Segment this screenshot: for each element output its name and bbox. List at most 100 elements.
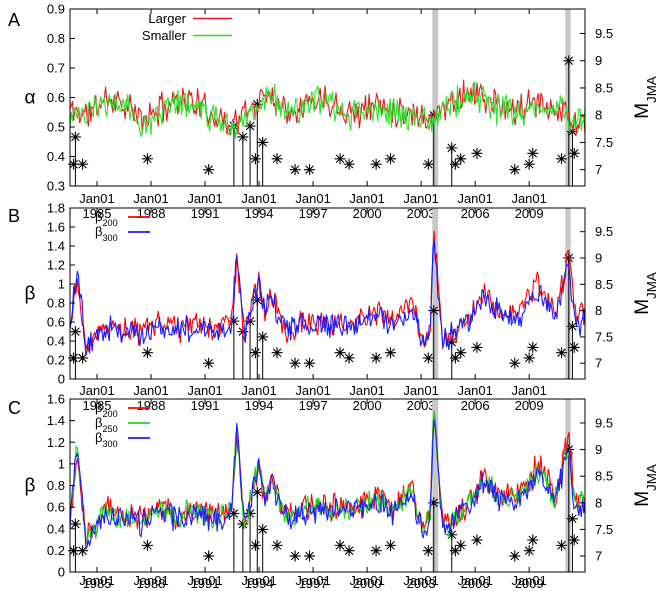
- x-tick-label-top: Jan01: [187, 191, 222, 206]
- x-tick-label-top: Jan01: [403, 383, 438, 398]
- x-tick-label-bottom: 2006: [461, 206, 490, 221]
- earthquake-marker: [77, 158, 89, 170]
- x-tick-label-top: Jan01: [403, 573, 438, 588]
- y2-tick-label: 8.5: [595, 469, 613, 484]
- earthquake-marker: [428, 305, 440, 317]
- y2-tick-label: 7: [595, 162, 602, 177]
- y2-tick-label: 8: [595, 303, 602, 318]
- x-tick-label-bottom: 1985: [83, 398, 112, 413]
- y2-tick-label: 9.5: [595, 224, 613, 239]
- y-tick-label: 1.6: [47, 392, 65, 407]
- y-tick-label: 0.4: [47, 149, 65, 164]
- earthquake-marker: [527, 147, 539, 159]
- earthquake-marker: [271, 153, 283, 165]
- x-tick-label-top: Jan01: [133, 191, 168, 206]
- y-tick-label: 0.6: [47, 90, 65, 105]
- earthquake-marker: [449, 158, 461, 170]
- y-tick-label: 1: [58, 456, 65, 471]
- earthquake-marker: [141, 347, 153, 359]
- legend-label: β300: [95, 224, 118, 243]
- legend-label-base: β: [95, 415, 102, 430]
- y2-tick-label: 8.5: [595, 277, 613, 292]
- earthquake-marker: [428, 497, 440, 509]
- x-tick-label-bottom: 1991: [191, 398, 220, 413]
- earthquake-marker: [446, 142, 458, 154]
- y2-axis-title-base: M: [632, 299, 653, 315]
- shaded-band: [565, 399, 571, 572]
- panel-label: B: [8, 206, 20, 226]
- x-tick-label-top: Jan01: [295, 191, 330, 206]
- y2-tick-label: 9: [595, 53, 602, 68]
- earthquake-marker: [563, 252, 575, 264]
- earthquake-marker: [455, 539, 467, 551]
- y2-axis-title-sub: JMA: [644, 464, 659, 491]
- y-tick-label: 1.8: [47, 201, 65, 216]
- x-tick-label-top: Jan01: [79, 573, 114, 588]
- y-tick-label: 1.4: [47, 413, 65, 428]
- x-tick-label-bottom: 1997: [299, 576, 328, 591]
- earthquake-marker: [303, 357, 315, 369]
- earthquake-marker: [385, 153, 397, 165]
- earthquake-marker: [251, 98, 263, 110]
- x-tick-label-top: Jan01: [133, 573, 168, 588]
- y2-tick-label: 7.5: [595, 329, 613, 344]
- x-tick-label-top: Jan01: [349, 191, 384, 206]
- series-line-2: [69, 81, 586, 139]
- panel-a: 0.30.40.50.60.70.80.977.588.599.5Jan0119…: [8, 2, 659, 222]
- earthquake-marker: [343, 545, 355, 557]
- earthquake-marker: [69, 326, 81, 338]
- y-tick-label: 0: [58, 372, 65, 387]
- panel-label: C: [8, 398, 21, 418]
- shaded-band: [565, 208, 571, 379]
- y-tick-label: 0.8: [47, 478, 65, 493]
- earthquake-marker: [563, 55, 575, 67]
- y-tick-label: 0.2: [47, 543, 65, 558]
- earthquake-marker: [471, 534, 483, 546]
- y-tick-label: 0.8: [47, 31, 65, 46]
- y-axis-title: α: [25, 88, 36, 109]
- earthquake-marker: [568, 147, 580, 159]
- legend-label-sub: 300: [102, 233, 117, 243]
- earthquake-marker: [271, 347, 283, 359]
- y-tick-label: 0.4: [47, 521, 65, 536]
- x-tick-label-top: Jan01: [511, 573, 546, 588]
- earthquake-marker: [527, 534, 539, 546]
- earthquake-marker: [527, 341, 539, 353]
- y-tick-label: 0: [58, 565, 65, 580]
- y2-tick-label: 7: [595, 549, 602, 564]
- x-tick-label-bottom: 1985: [83, 576, 112, 591]
- x-tick-label-bottom: 2003: [407, 206, 436, 221]
- earthquake-marker: [203, 164, 215, 176]
- legend-label: β250: [95, 415, 118, 434]
- earthquake-marker: [303, 550, 315, 562]
- y-tick-label: 1.2: [47, 258, 65, 273]
- x-tick-label-top: Jan01: [241, 191, 276, 206]
- earthquake-marker: [257, 331, 269, 343]
- y2-axis-title: MJMA: [632, 76, 659, 119]
- earthquake-marker: [566, 126, 578, 138]
- x-tick-label-bottom: 1997: [299, 398, 328, 413]
- earthquake-marker: [523, 545, 535, 557]
- y-tick-label: 0.9: [47, 2, 65, 17]
- earthquake-marker: [77, 545, 89, 557]
- series-line-2: [69, 240, 586, 356]
- earthquake-marker: [523, 158, 535, 170]
- y-tick-label: 0.6: [47, 315, 65, 330]
- earthquake-marker: [289, 164, 301, 176]
- legend-label: Smaller: [142, 28, 187, 43]
- y2-axis-title-sub: JMA: [644, 76, 659, 103]
- earthquake-marker: [370, 158, 382, 170]
- series-line-1: [69, 410, 586, 545]
- earthquake-marker: [249, 347, 261, 359]
- earthquake-marker: [422, 352, 434, 364]
- x-tick-label-bottom: 2003: [407, 398, 436, 413]
- plot-frame: [69, 207, 586, 380]
- earthquake-marker: [289, 550, 301, 562]
- shaded-band: [432, 9, 439, 186]
- y-tick-label: 0.7: [47, 61, 65, 76]
- y2-tick-label: 9.5: [595, 415, 613, 430]
- x-tick-label-bottom: 2003: [407, 576, 436, 591]
- x-tick-label-top: Jan01: [457, 573, 492, 588]
